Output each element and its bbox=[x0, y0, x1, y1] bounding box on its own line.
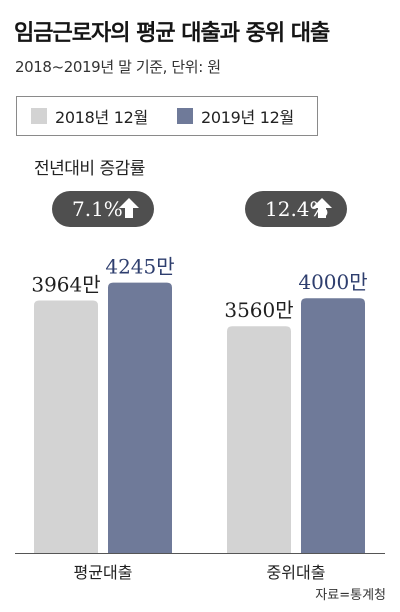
up-arrow-icon bbox=[119, 198, 139, 218]
legend-item-2019: 2019년 12월 bbox=[177, 106, 294, 127]
category-label: 평균대출 bbox=[74, 563, 133, 582]
bar bbox=[227, 326, 291, 553]
legend-swatch-2019 bbox=[177, 108, 193, 124]
chart-subtitle: 2018~2019년 말 기준, 단위: 원 bbox=[15, 58, 221, 76]
bar bbox=[34, 300, 98, 553]
change-rate-value: 7.1% bbox=[72, 197, 123, 221]
source-note: 자료=통계청 bbox=[315, 588, 386, 603]
data-label: 3560만 bbox=[224, 298, 293, 322]
legend-label-2019: 2019년 12월 bbox=[201, 108, 294, 127]
legend-label-2018: 2018년 12월 bbox=[55, 108, 148, 127]
legend: 2018년 12월 2019년 12월 bbox=[16, 96, 318, 136]
data-label: 3964만 bbox=[31, 273, 100, 297]
change-rate-label: 전년대비 증감률 bbox=[34, 159, 145, 179]
category-label: 중위대출 bbox=[267, 563, 326, 582]
legend-item-2018: 2018년 12월 bbox=[31, 106, 148, 127]
bar bbox=[301, 298, 365, 553]
chart-title: 임금근로자의 평균 대출과 중위 대출 bbox=[14, 21, 330, 46]
legend-swatch-2018 bbox=[31, 108, 47, 124]
data-label: 4000만 bbox=[298, 270, 367, 294]
change-rate-value: 12.4% bbox=[265, 197, 329, 221]
up-arrow-icon bbox=[312, 198, 332, 218]
data-label: 4245만 bbox=[105, 255, 174, 279]
bar bbox=[108, 282, 172, 553]
